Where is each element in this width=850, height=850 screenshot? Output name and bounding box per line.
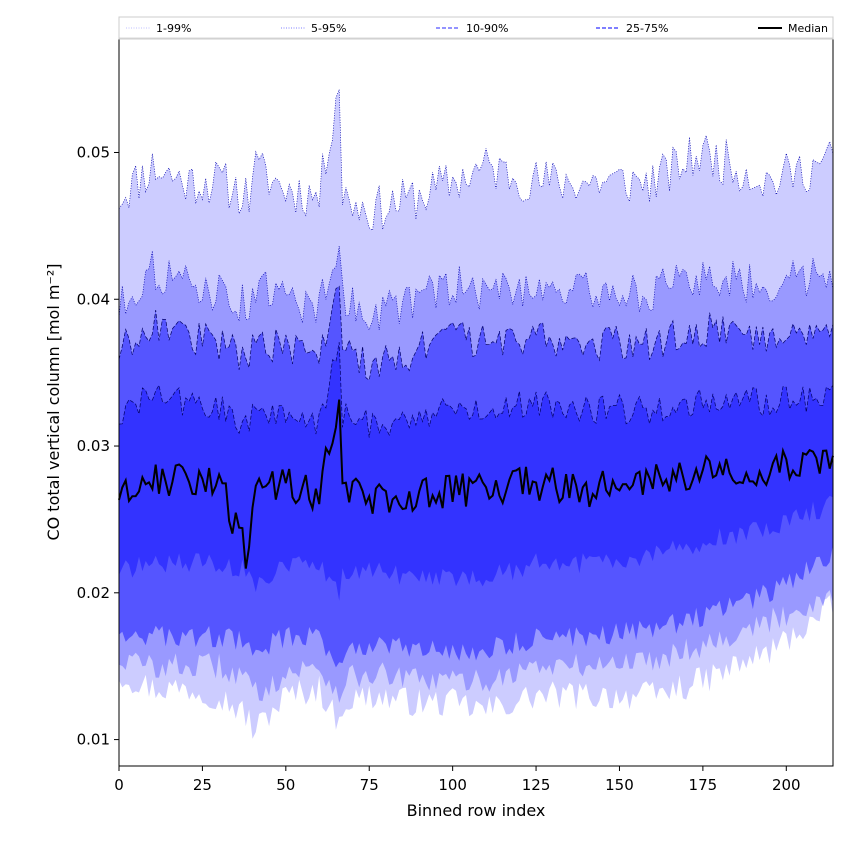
x-tick-label: 175 (689, 776, 718, 794)
x-tick-label: 25 (193, 776, 212, 794)
x-axis-label: Binned row index (407, 801, 546, 820)
y-tick-label: 0.03 (77, 437, 110, 455)
y-tick-label: 0.04 (77, 290, 110, 308)
band-upper-line-10-90- (118, 285, 834, 381)
y-tick-label: 0.01 (77, 731, 110, 749)
band-upper-line-5-95- (118, 246, 834, 331)
band-layer (119, 89, 833, 739)
y-tick-label: 0.02 (77, 584, 110, 602)
legend-box (118, 16, 834, 40)
legend-label-5-95-: 5-95% (311, 22, 346, 35)
y-axis: 0.01 0.02 0.03 0.04 0.05 (77, 143, 119, 749)
median-line (118, 399, 834, 569)
legend-label-median: Median (788, 22, 828, 35)
line-layer (118, 89, 834, 569)
x-tick-label: 0 (114, 776, 124, 794)
legend: 1-99% 5-95% 10-90% 25-75% Median (118, 16, 834, 40)
band-25-75- (119, 342, 833, 601)
x-tick-label: 125 (522, 776, 551, 794)
band-upper-line-1-99- (118, 89, 834, 232)
x-tick-label: 200 (772, 776, 801, 794)
x-tick-label: 75 (360, 776, 379, 794)
legend-label-1-99-: 1-99% (156, 22, 191, 35)
band-upper-line-25-75- (118, 342, 834, 438)
x-tick-label: 100 (438, 776, 467, 794)
x-tick-label: 150 (605, 776, 634, 794)
legend-label-10-90-: 10-90% (466, 22, 508, 35)
legend-label-25-75-: 25-75% (626, 22, 668, 35)
x-axis: 0 25 50 75 100 125 150 175 200 (114, 766, 801, 794)
y-axis-label: CO total vertical column [mol m⁻²] (44, 263, 63, 540)
x-tick-label: 50 (276, 776, 295, 794)
y-tick-label: 0.05 (77, 143, 110, 161)
